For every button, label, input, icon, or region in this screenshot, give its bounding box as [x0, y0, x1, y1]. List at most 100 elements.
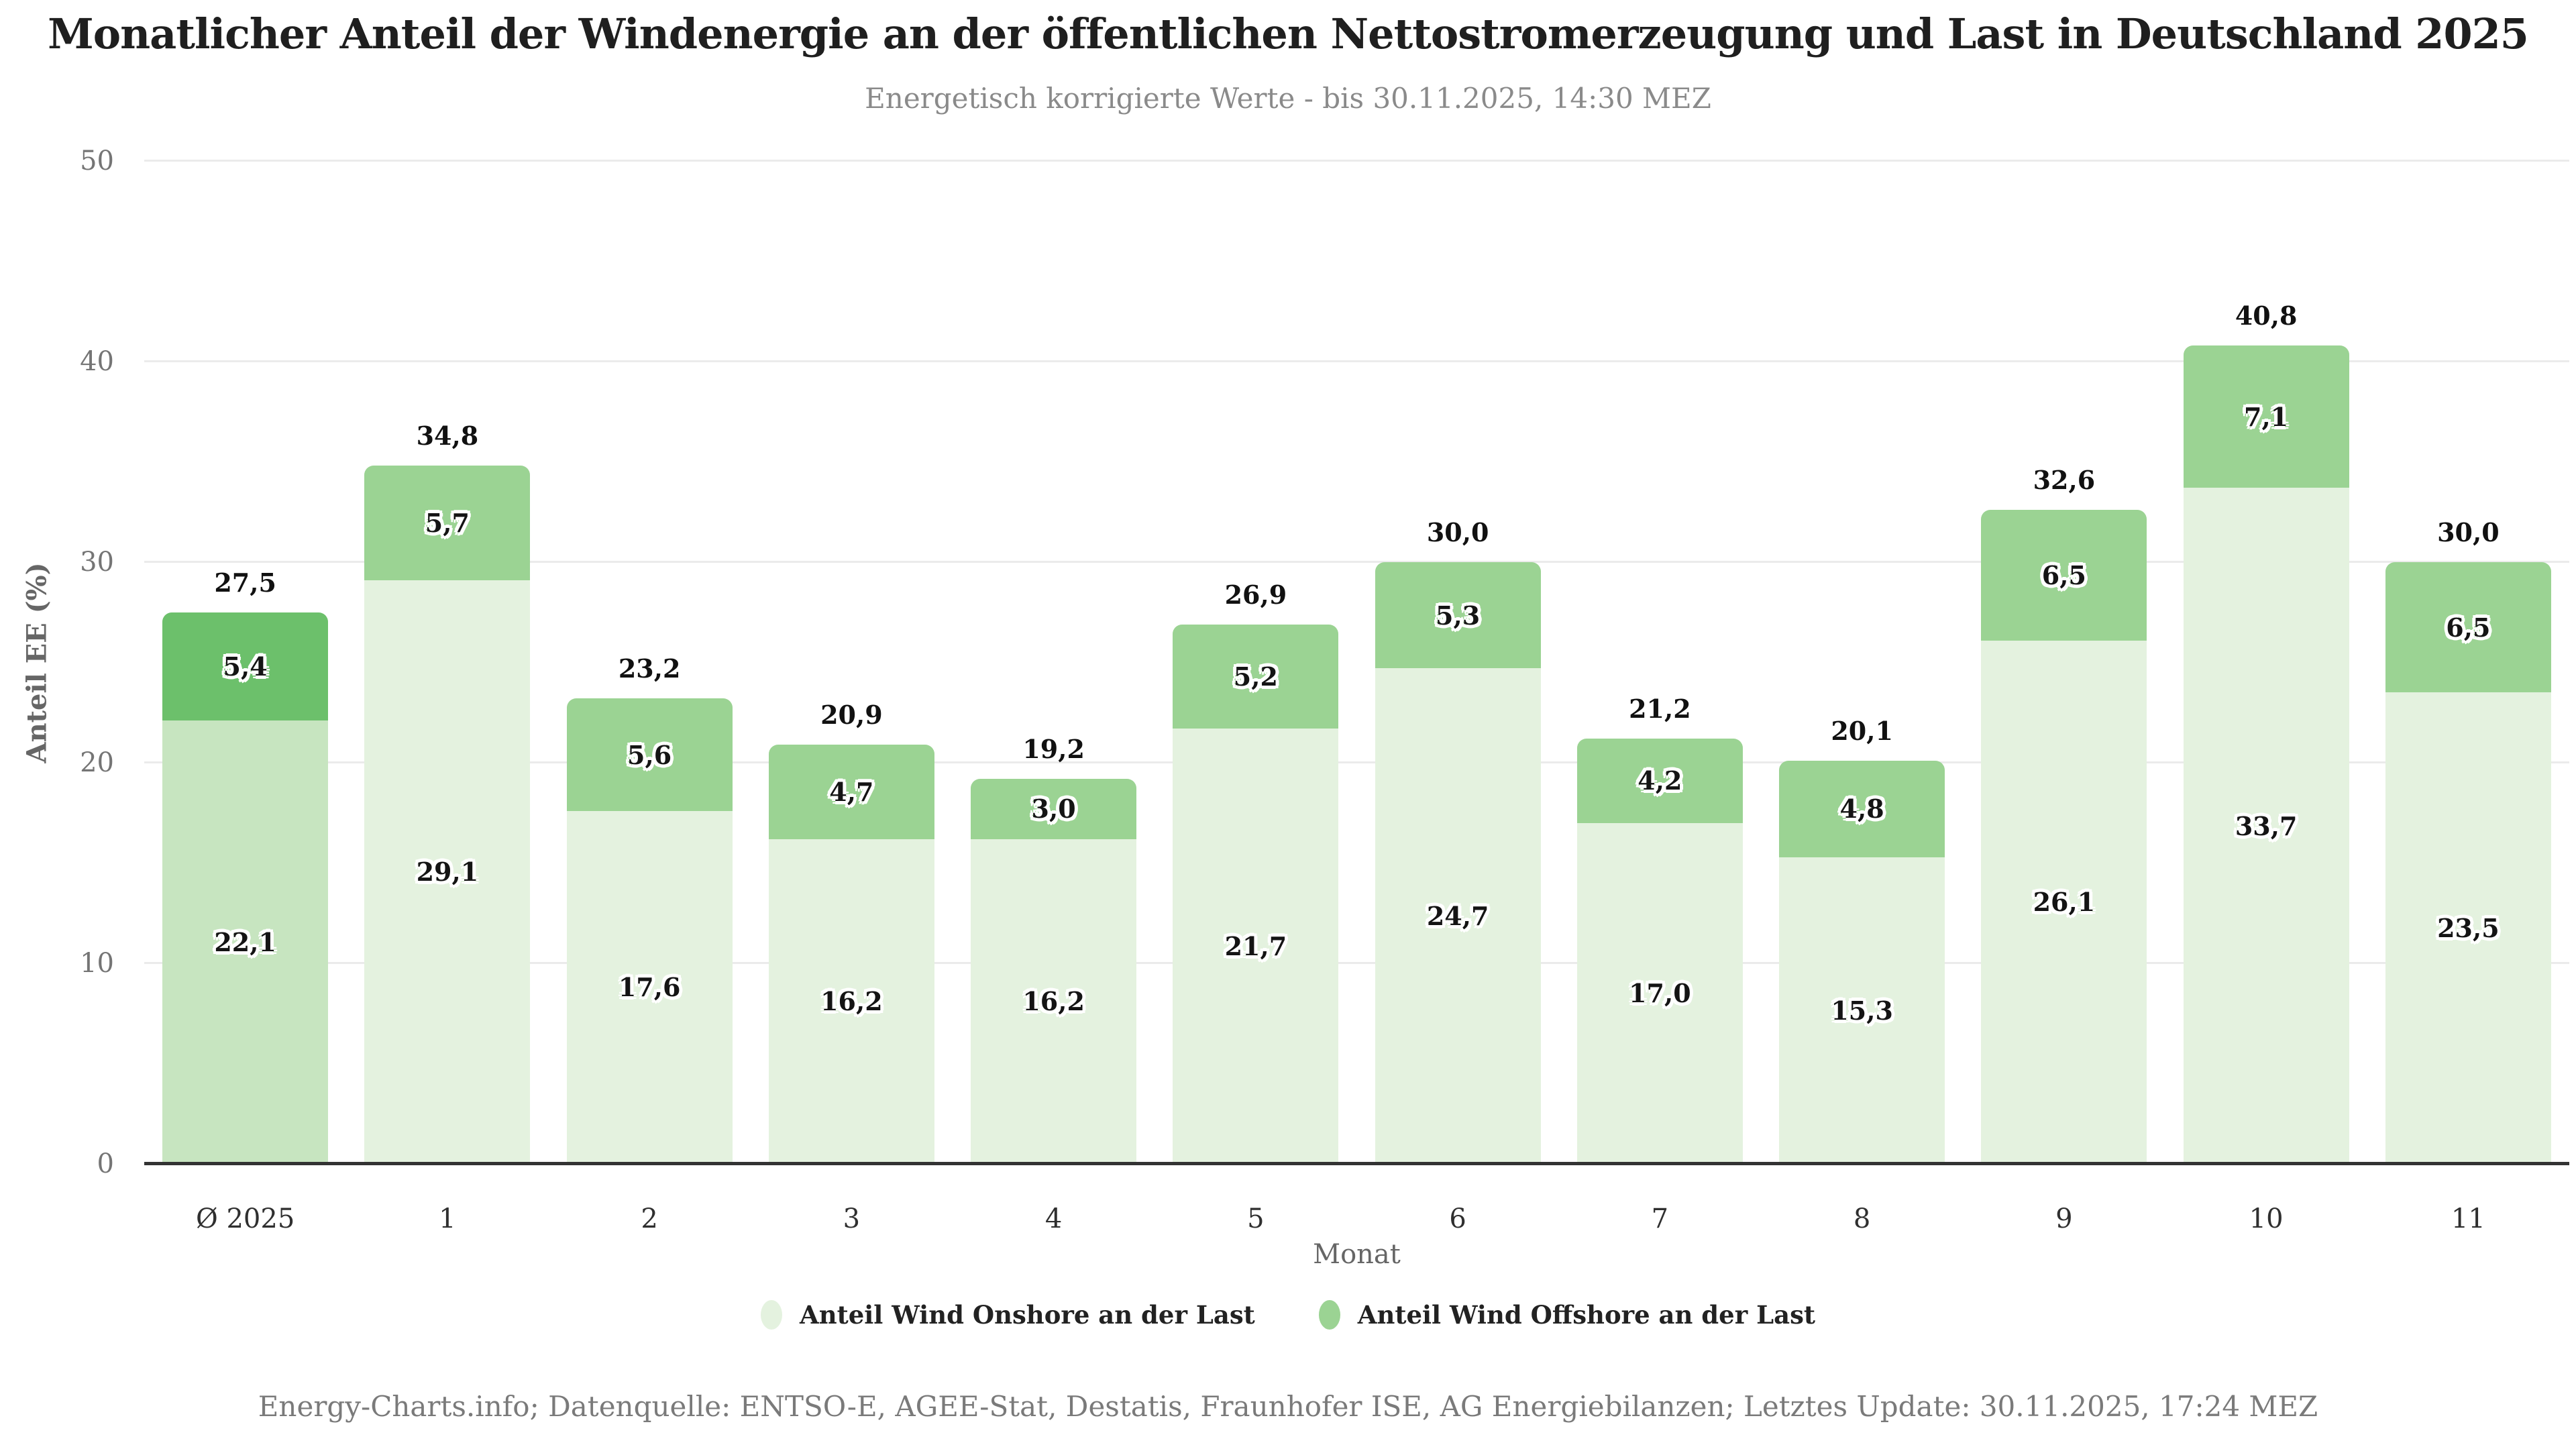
onshore-value-label: 29,1 [416, 857, 479, 888]
x-tick-label-7: 7 [1651, 1203, 1669, 1234]
wind-onshore-segment[interactable]: 16,2 [971, 839, 1137, 1164]
gridline-20 [144, 761, 2569, 763]
x-axis-title: Monat [1313, 1239, 1401, 1270]
y-tick-label-0: 0 [97, 1148, 114, 1179]
total-value-label: 27,5 [214, 567, 276, 598]
offshore-value-label: 6,5 [2041, 559, 2086, 590]
x-tick-label-Ø-2025: Ø 2025 [195, 1203, 295, 1234]
stacked-bar-1[interactable]: 34,8 5,7 29,1 [364, 421, 531, 1164]
total-value-label: 21,2 [1629, 694, 1691, 724]
wind-onshore-segment[interactable]: 17,6 [566, 810, 733, 1164]
stacked-bar-2[interactable]: 23,2 5,6 17,6 [566, 653, 733, 1164]
stacked-bar-7[interactable]: 21,2 4,2 17,0 [1576, 694, 1743, 1164]
legend-item-offshore[interactable]: Anteil Wind Offshore an der Last [1318, 1300, 1815, 1330]
wind-offshore-segment[interactable]: 6,5 [1981, 510, 2147, 641]
legend-label: Anteil Wind Offshore an der Last [1357, 1300, 1815, 1330]
y-tick-label-40: 40 [80, 346, 114, 377]
total-value-label: 19,2 [1022, 733, 1085, 764]
offshore-value-label: 4,8 [1839, 794, 1884, 824]
wind-onshore-segment[interactable]: 26,1 [1981, 640, 2147, 1164]
onshore-value-label: 33,7 [2235, 810, 2298, 841]
wind-offshore-segment[interactable]: 3,0 [971, 778, 1137, 839]
x-tick-label-2: 2 [641, 1203, 658, 1234]
onshore-value-label: 17,0 [1629, 978, 1691, 1009]
category-slot-11: 30,0 6,5 23,5 11 [2367, 161, 2569, 1234]
x-tick-label-3: 3 [843, 1203, 861, 1234]
x-tick-label-4: 4 [1044, 1203, 1063, 1234]
y-tick-label-20: 20 [80, 747, 114, 778]
wind-onshore-segment[interactable]: 24,7 [1375, 668, 1541, 1164]
x-tick-label-10: 10 [2249, 1203, 2284, 1234]
stacked-bar-5[interactable]: 26,9 5,2 21,7 [1173, 580, 1339, 1164]
wind-offshore-segment[interactable]: 4,8 [1779, 761, 1945, 857]
onshore-value-label: 22,1 [214, 927, 276, 958]
wind-offshore-segment[interactable]: 5,6 [566, 698, 733, 811]
offshore-value-label: 5,6 [627, 739, 672, 770]
wind-onshore-segment[interactable]: 21,7 [1173, 729, 1339, 1164]
stacked-bar-Ø-2025[interactable]: 27,5 5,4 22,1 [162, 568, 329, 1164]
onshore-value-label: 16,2 [820, 986, 883, 1017]
y-tick-label-30: 30 [80, 547, 114, 578]
category-slot-5: 26,9 5,2 21,7 5 [1155, 161, 1356, 1234]
category-slot-9: 32,6 6,5 26,1 9 [1963, 161, 2165, 1234]
wind-onshore-segment[interactable]: 23,5 [2385, 692, 2551, 1164]
legend-swatch-icon [761, 1300, 782, 1330]
wind-onshore-segment[interactable]: 22,1 [162, 720, 329, 1164]
x-axis-line [144, 1162, 2569, 1165]
x-tick-label-6: 6 [1449, 1203, 1466, 1234]
gridline-10 [144, 962, 2569, 964]
wind-onshore-segment[interactable]: 16,2 [768, 839, 934, 1164]
onshore-value-label: 17,6 [618, 972, 681, 1003]
total-value-label: 30,0 [1426, 517, 1489, 547]
chart-title: Monatlicher Anteil der Windenergie an de… [48, 9, 2529, 58]
onshore-value-label: 16,2 [1022, 986, 1085, 1017]
stacked-bar-9[interactable]: 32,6 6,5 26,1 [1981, 465, 2147, 1164]
x-tick-label-8: 8 [1853, 1203, 1871, 1234]
wind-onshore-segment[interactable]: 17,0 [1576, 822, 1743, 1164]
total-value-label: 30,0 [2437, 517, 2500, 547]
attribution-text: Energy-Charts.info; Datenquelle: ENTSO-E… [258, 1390, 2318, 1423]
x-tick-label-11: 11 [2451, 1203, 2485, 1234]
stacked-bar-6[interactable]: 30,0 5,3 24,7 [1375, 517, 1541, 1164]
offshore-value-label: 5,4 [223, 651, 268, 682]
onshore-value-label: 24,7 [1426, 901, 1489, 932]
offshore-value-label: 7,1 [2244, 401, 2289, 432]
wind-offshore-segment[interactable]: 5,2 [1173, 624, 1339, 729]
offshore-value-label: 5,3 [1436, 600, 1481, 631]
stacked-bar-10[interactable]: 40,8 7,1 33,7 [2183, 301, 2349, 1164]
category-slot-Ø-2025: 27,5 5,4 22,1 Ø 2025 [144, 161, 346, 1234]
x-tick-label-1: 1 [439, 1203, 456, 1234]
offshore-value-label: 6,5 [2446, 612, 2491, 643]
legend-item-onshore[interactable]: Anteil Wind Onshore an der Last [761, 1300, 1255, 1330]
y-tick-label-50: 50 [80, 146, 114, 176]
chart-subtitle: Energetisch korrigierte Werte - bis 30.1… [865, 82, 1711, 115]
onshore-value-label: 21,7 [1224, 931, 1287, 962]
category-slot-7: 21,2 4,2 17,0 7 [1559, 161, 1761, 1234]
offshore-value-label: 5,7 [425, 508, 470, 539]
stacked-bar-11[interactable]: 30,0 6,5 23,5 [2385, 517, 2551, 1164]
wind-offshore-segment[interactable]: 4,7 [768, 745, 934, 839]
onshore-value-label: 26,1 [2033, 887, 2096, 918]
offshore-value-label: 5,2 [1233, 661, 1278, 692]
total-value-label: 20,9 [820, 700, 883, 731]
wind-offshore-segment[interactable]: 6,5 [2385, 562, 2551, 693]
stacked-bar-4[interactable]: 19,2 3,0 16,2 [971, 734, 1137, 1164]
total-value-label: 23,2 [618, 653, 681, 684]
wind-onshore-segment[interactable]: 29,1 [364, 580, 531, 1164]
legend: Anteil Wind Onshore an der Last Anteil Wi… [0, 1300, 2576, 1330]
wind-onshore-segment[interactable]: 33,7 [2183, 488, 2349, 1164]
wind-offshore-segment[interactable]: 4,2 [1576, 739, 1743, 823]
wind-offshore-segment[interactable]: 7,1 [2183, 345, 2349, 488]
x-tick-label-5: 5 [1247, 1203, 1265, 1234]
wind-onshore-segment[interactable]: 15,3 [1779, 857, 1945, 1164]
plot-area: Anteil EE (%) 0 10 20 30 40 50 27,5 5,4 22,1 Ø 2… [21, 146, 2569, 1270]
stacked-bar-8[interactable]: 20,1 4,8 15,3 [1779, 716, 1945, 1164]
y-tick-label-10: 10 [80, 948, 114, 979]
wind-offshore-segment[interactable]: 5,3 [1375, 562, 1541, 669]
wind-offshore-segment[interactable]: 5,7 [364, 466, 531, 580]
stacked-bar-3[interactable]: 20,9 4,7 16,2 [768, 700, 934, 1164]
category-slot-3: 20,9 4,7 16,2 3 [751, 161, 953, 1234]
wind-offshore-segment[interactable]: 5,4 [162, 612, 329, 721]
category-slot-1: 34,8 5,7 29,1 1 [346, 161, 548, 1234]
